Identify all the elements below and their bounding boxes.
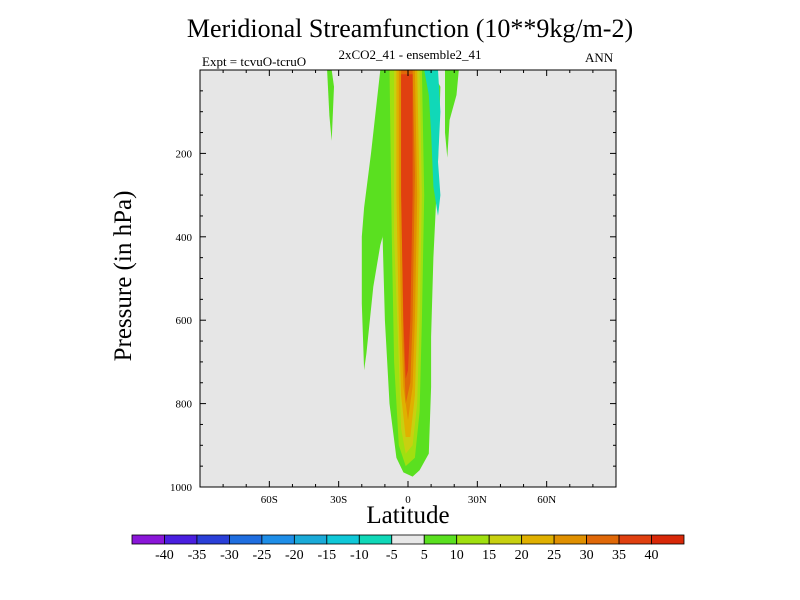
- colorbar-label: 40: [645, 548, 659, 563]
- colorbar-label: 15: [482, 548, 496, 563]
- colorbar-swatch: [521, 534, 555, 545]
- y-tick-label: 400: [176, 232, 193, 244]
- colorbar-swatch: [488, 534, 523, 545]
- contour-region-5: [445, 70, 459, 158]
- colorbar-label: -5: [386, 548, 398, 563]
- colorbar-swatch: [196, 534, 230, 545]
- experiment-label: Expt = tcvuO-tcruO: [202, 54, 307, 69]
- colorbar-swatch: [586, 534, 620, 545]
- y-tick-label: 800: [176, 399, 193, 411]
- x-tick-label: 30N: [468, 494, 487, 506]
- colorbar-label: -25: [253, 548, 272, 563]
- colorbar-swatch: [326, 534, 360, 545]
- y-tick-label: 1000: [170, 482, 193, 494]
- colorbar-label: -15: [317, 548, 336, 563]
- colorbar-label: -40: [155, 548, 174, 563]
- colorbar-swatch: [553, 534, 587, 545]
- season-label: ANN: [585, 50, 614, 65]
- colorbar-label: 5: [421, 548, 428, 563]
- colorbar-swatch: [651, 534, 685, 545]
- colorbar-swatch: [391, 534, 425, 545]
- x-tick-label: 60S: [261, 494, 278, 506]
- colorbar-label: 25: [547, 548, 561, 563]
- colorbar-label: -20: [285, 548, 304, 563]
- x-axis-label: Latitude: [366, 502, 450, 529]
- colorbar-swatch: [131, 534, 165, 545]
- contour-region-40: [401, 74, 413, 379]
- colorbar-label: 10: [450, 548, 464, 563]
- chart-title: Meridional Streamfunction (10**9kg/m-2): [186, 14, 634, 43]
- colorbar-swatch: [229, 534, 263, 545]
- colorbar-label: 30: [580, 548, 594, 563]
- contour-region--5: [424, 70, 441, 216]
- colorbar-swatch: [261, 534, 295, 545]
- contour-region-5: [327, 70, 334, 141]
- colorbar-label: 35: [612, 548, 626, 563]
- colorbar-swatch: [358, 534, 393, 545]
- colorbar-swatch: [423, 534, 458, 545]
- colorbar-label: -35: [188, 548, 207, 563]
- colorbar-swatch: [456, 534, 490, 545]
- colorbar-label: -30: [220, 548, 239, 563]
- colorbar-swatch: [293, 534, 328, 545]
- colorbar-label: 20: [515, 548, 529, 563]
- x-tick-label: 30S: [330, 494, 347, 506]
- colorbar-swatch: [164, 534, 198, 545]
- y-tick-label: 600: [176, 315, 193, 327]
- colorbar-label: -10: [350, 548, 369, 563]
- x-tick-label: 0: [405, 494, 411, 506]
- y-tick-label: 200: [176, 148, 193, 160]
- chart-subtitle: 2xCO2_41 - ensemble2_41: [338, 47, 482, 62]
- contour-layer: [327, 70, 459, 477]
- colorbar-swatch: [618, 534, 652, 545]
- x-tick-label: 60N: [537, 494, 556, 506]
